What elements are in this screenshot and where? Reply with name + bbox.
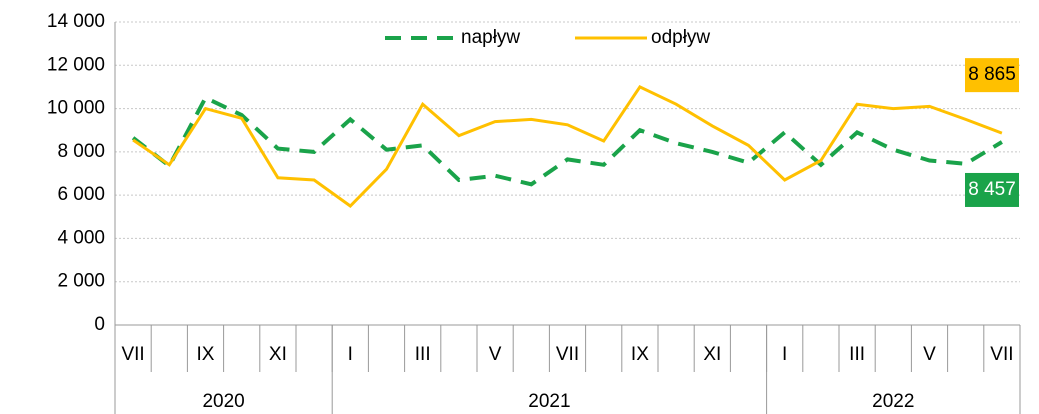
x-tick-label: I [348,344,353,365]
year-label: 2021 [528,391,570,412]
x-tick-label: V [923,344,936,365]
x-tick-label: VII [990,344,1013,365]
x-tick-label: XI [269,344,287,365]
value-label: 8 865 [968,64,1016,85]
x-tick-label: VII [556,344,579,365]
y-tick-label: 0 [94,314,105,335]
x-tick-label: I [782,344,787,365]
x-tick-label: III [415,344,431,365]
x-tick-label: III [849,344,865,365]
x-tick-label: XI [703,344,721,365]
x-tick-label: V [489,344,502,365]
x-tick-label: IX [631,344,649,365]
year-label: 2022 [872,391,914,412]
line-series [131,95,1003,187]
y-tick-label: 14 000 [47,11,105,32]
value-label-box [965,172,1019,207]
y-tick-label: 12 000 [47,54,105,75]
value-label-box [965,58,1019,93]
x-tick-label: IX [197,344,215,365]
value-label: 8 457 [968,179,1016,200]
y-tick-label: 6 000 [57,184,105,205]
line-series [132,84,1003,208]
y-tick-label: 10 000 [47,98,105,119]
y-tick-label: 4 000 [57,227,105,248]
x-tick-label: VII [121,344,144,365]
y-tick-label: 8 000 [57,141,105,162]
legend-label: odpływ [651,27,710,48]
legend-label: napływ [461,27,520,48]
year-label: 2020 [202,391,244,412]
y-tick-label: 2 000 [57,271,105,292]
